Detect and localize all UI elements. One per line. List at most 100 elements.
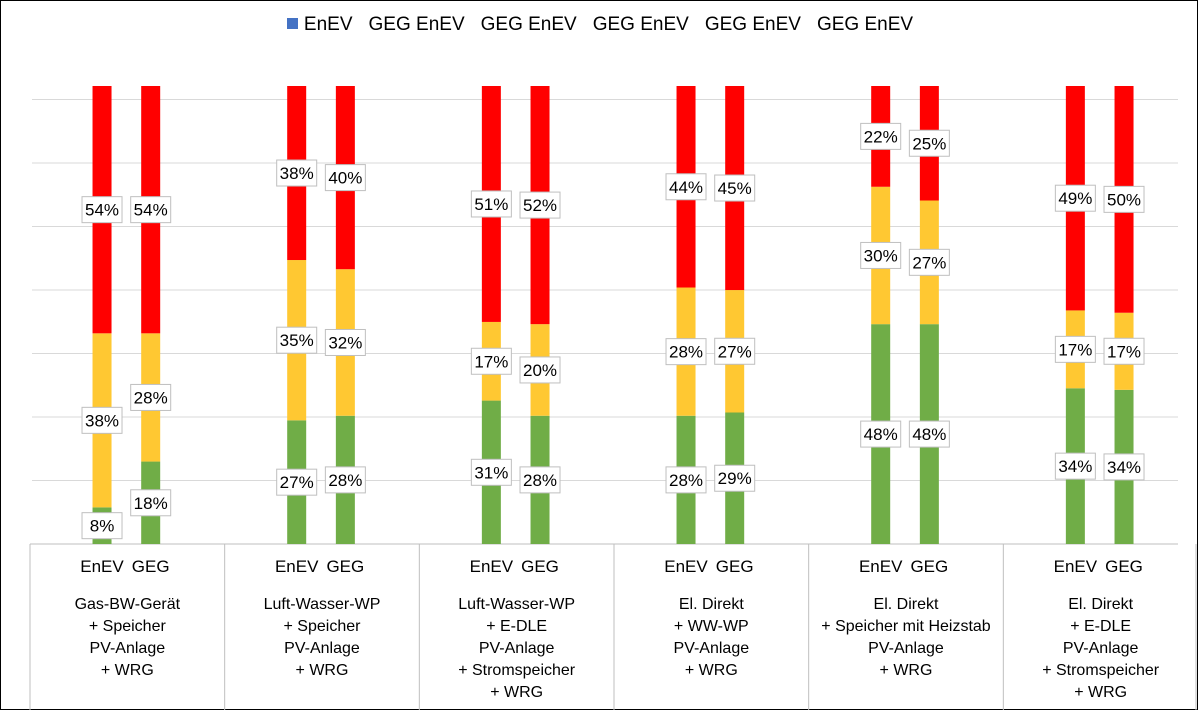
data-label-box (81, 512, 123, 540)
data-label-box (470, 458, 512, 486)
data-label-box (470, 347, 512, 375)
category-label-line: PV-Anlage (1062, 640, 1139, 657)
category-label-line: El. Direkt (1068, 596, 1134, 613)
data-label: 28% (669, 471, 703, 490)
data-label: 30% (864, 246, 898, 265)
data-label-box (519, 466, 561, 494)
data-label: 27% (718, 342, 752, 361)
data-label: 8% (90, 517, 115, 536)
legend-label: GEG EnEV (368, 14, 465, 35)
data-label-box (324, 328, 366, 356)
data-label: 48% (912, 425, 946, 444)
data-label: 38% (280, 164, 314, 183)
category-label-line: El. Direkt (873, 596, 939, 613)
data-label: 31% (474, 463, 508, 482)
data-label-box (324, 466, 366, 494)
category-label: Gas-BW-Gerät + Speicher PV-Anlage + WRG (30, 594, 225, 682)
data-label-box (860, 122, 902, 150)
category-label-line: + E-DLE (486, 618, 548, 635)
bar-sub-label: EnEV (274, 557, 319, 576)
legend-swatch (286, 18, 298, 30)
bar-sub-label: GEG (131, 557, 170, 576)
data-label: 54% (134, 201, 168, 220)
legend-entry: GEG EnEV (817, 14, 913, 36)
data-label-box (130, 383, 172, 411)
data-label: 17% (474, 352, 508, 371)
category-label-line: + Speicher (88, 618, 166, 635)
data-label: 29% (718, 469, 752, 488)
category-label: El. Direkt + Speicher mit Heizstab PV-Anla… (809, 594, 1004, 682)
category-label-line: + Speicher (283, 618, 361, 635)
data-label-box (470, 190, 512, 218)
category-label-line: + Speicher mit Heizstab (821, 618, 991, 635)
category-label-line: + WRG (684, 662, 738, 679)
data-label-box (908, 420, 950, 448)
data-label: 17% (1107, 342, 1141, 361)
legend-entry: GEG EnEV (481, 14, 577, 36)
category-label-line: + Stromspeicher (458, 662, 576, 679)
legend-label: EnEV (303, 14, 353, 35)
category-label: Luft-Wasser-WP + E-DLE PV-Anlage + Stromspe… (419, 594, 614, 704)
data-label: 27% (912, 253, 946, 272)
data-label-box (519, 191, 561, 219)
data-label: 49% (1058, 189, 1092, 208)
data-label: 51% (474, 195, 508, 214)
data-label: 27% (280, 473, 314, 492)
data-label-box (714, 174, 756, 202)
data-label-box (1103, 453, 1145, 481)
data-label: 22% (864, 127, 898, 146)
data-label-box (276, 326, 318, 354)
data-label: 34% (1107, 458, 1141, 477)
category-label-line: Luft-Wasser-WP (263, 596, 381, 613)
data-label-box (908, 129, 950, 157)
data-label: 40% (328, 169, 362, 188)
data-label: 32% (328, 333, 362, 352)
data-label-box (1054, 335, 1096, 363)
data-label-box (324, 164, 366, 192)
data-label: 45% (718, 179, 752, 198)
category-label: El. Direkt + E-DLE PV-Anlage + Stromspeiche… (1003, 594, 1198, 704)
data-label-box (1103, 337, 1145, 365)
category-label-line: El. Direkt (678, 596, 744, 613)
data-label-box (860, 420, 902, 448)
data-label: 18% (134, 494, 168, 513)
legend-entry: EnEV (286, 14, 353, 36)
chart-legend: EnEV GEG EnEV GEG EnEV GEG EnEV GEG EnEV GEG … (0, 14, 1200, 36)
data-label: 52% (523, 196, 557, 215)
data-label-box (714, 464, 756, 492)
data-label-box (714, 337, 756, 365)
category-label-line: PV-Anlage (284, 640, 360, 657)
data-label-box (908, 248, 950, 276)
bar-sub-label: GEG (521, 557, 559, 576)
data-label: 28% (134, 388, 168, 407)
category-label-line: Luft-Wasser-WP (458, 596, 576, 613)
data-label: 20% (523, 361, 557, 380)
category-label-line: PV-Anlage (673, 640, 750, 657)
data-label-box (1054, 184, 1096, 212)
category-label-line: PV-Anlage (868, 640, 944, 657)
data-label-box (665, 173, 707, 201)
category-label-line: + E-DLE (1070, 618, 1132, 635)
category-label-line: + WW-WP (673, 618, 749, 635)
legend-label: GEG EnEV (704, 14, 801, 35)
bar-sub-label: GEG (715, 557, 754, 576)
data-label: 44% (669, 178, 703, 197)
category-label-line: Gas-BW-Gerät (74, 596, 181, 613)
legend-label: GEG EnEV (480, 14, 577, 35)
data-label: 34% (1058, 457, 1092, 476)
data-label: 28% (669, 343, 703, 362)
legend-entry: GEG EnEV (369, 14, 465, 36)
bar-sub-label: GEG (910, 557, 949, 576)
data-label: 50% (1107, 190, 1141, 209)
data-label-box (519, 356, 561, 384)
category-label-line: PV-Anlage (478, 640, 555, 657)
category-label-line: + WRG (295, 662, 349, 679)
bar-sub-label: GEG (1105, 557, 1143, 576)
legend-entry: GEG EnEV (593, 14, 689, 36)
category-label: El. Direkt + WW-WP PV-Anlage + WRG (614, 594, 809, 682)
legend-label: GEG EnEV (592, 14, 689, 35)
data-label: 28% (328, 471, 362, 490)
category-label-line: + Stromspeicher (1042, 662, 1160, 679)
data-label: 28% (523, 471, 557, 490)
